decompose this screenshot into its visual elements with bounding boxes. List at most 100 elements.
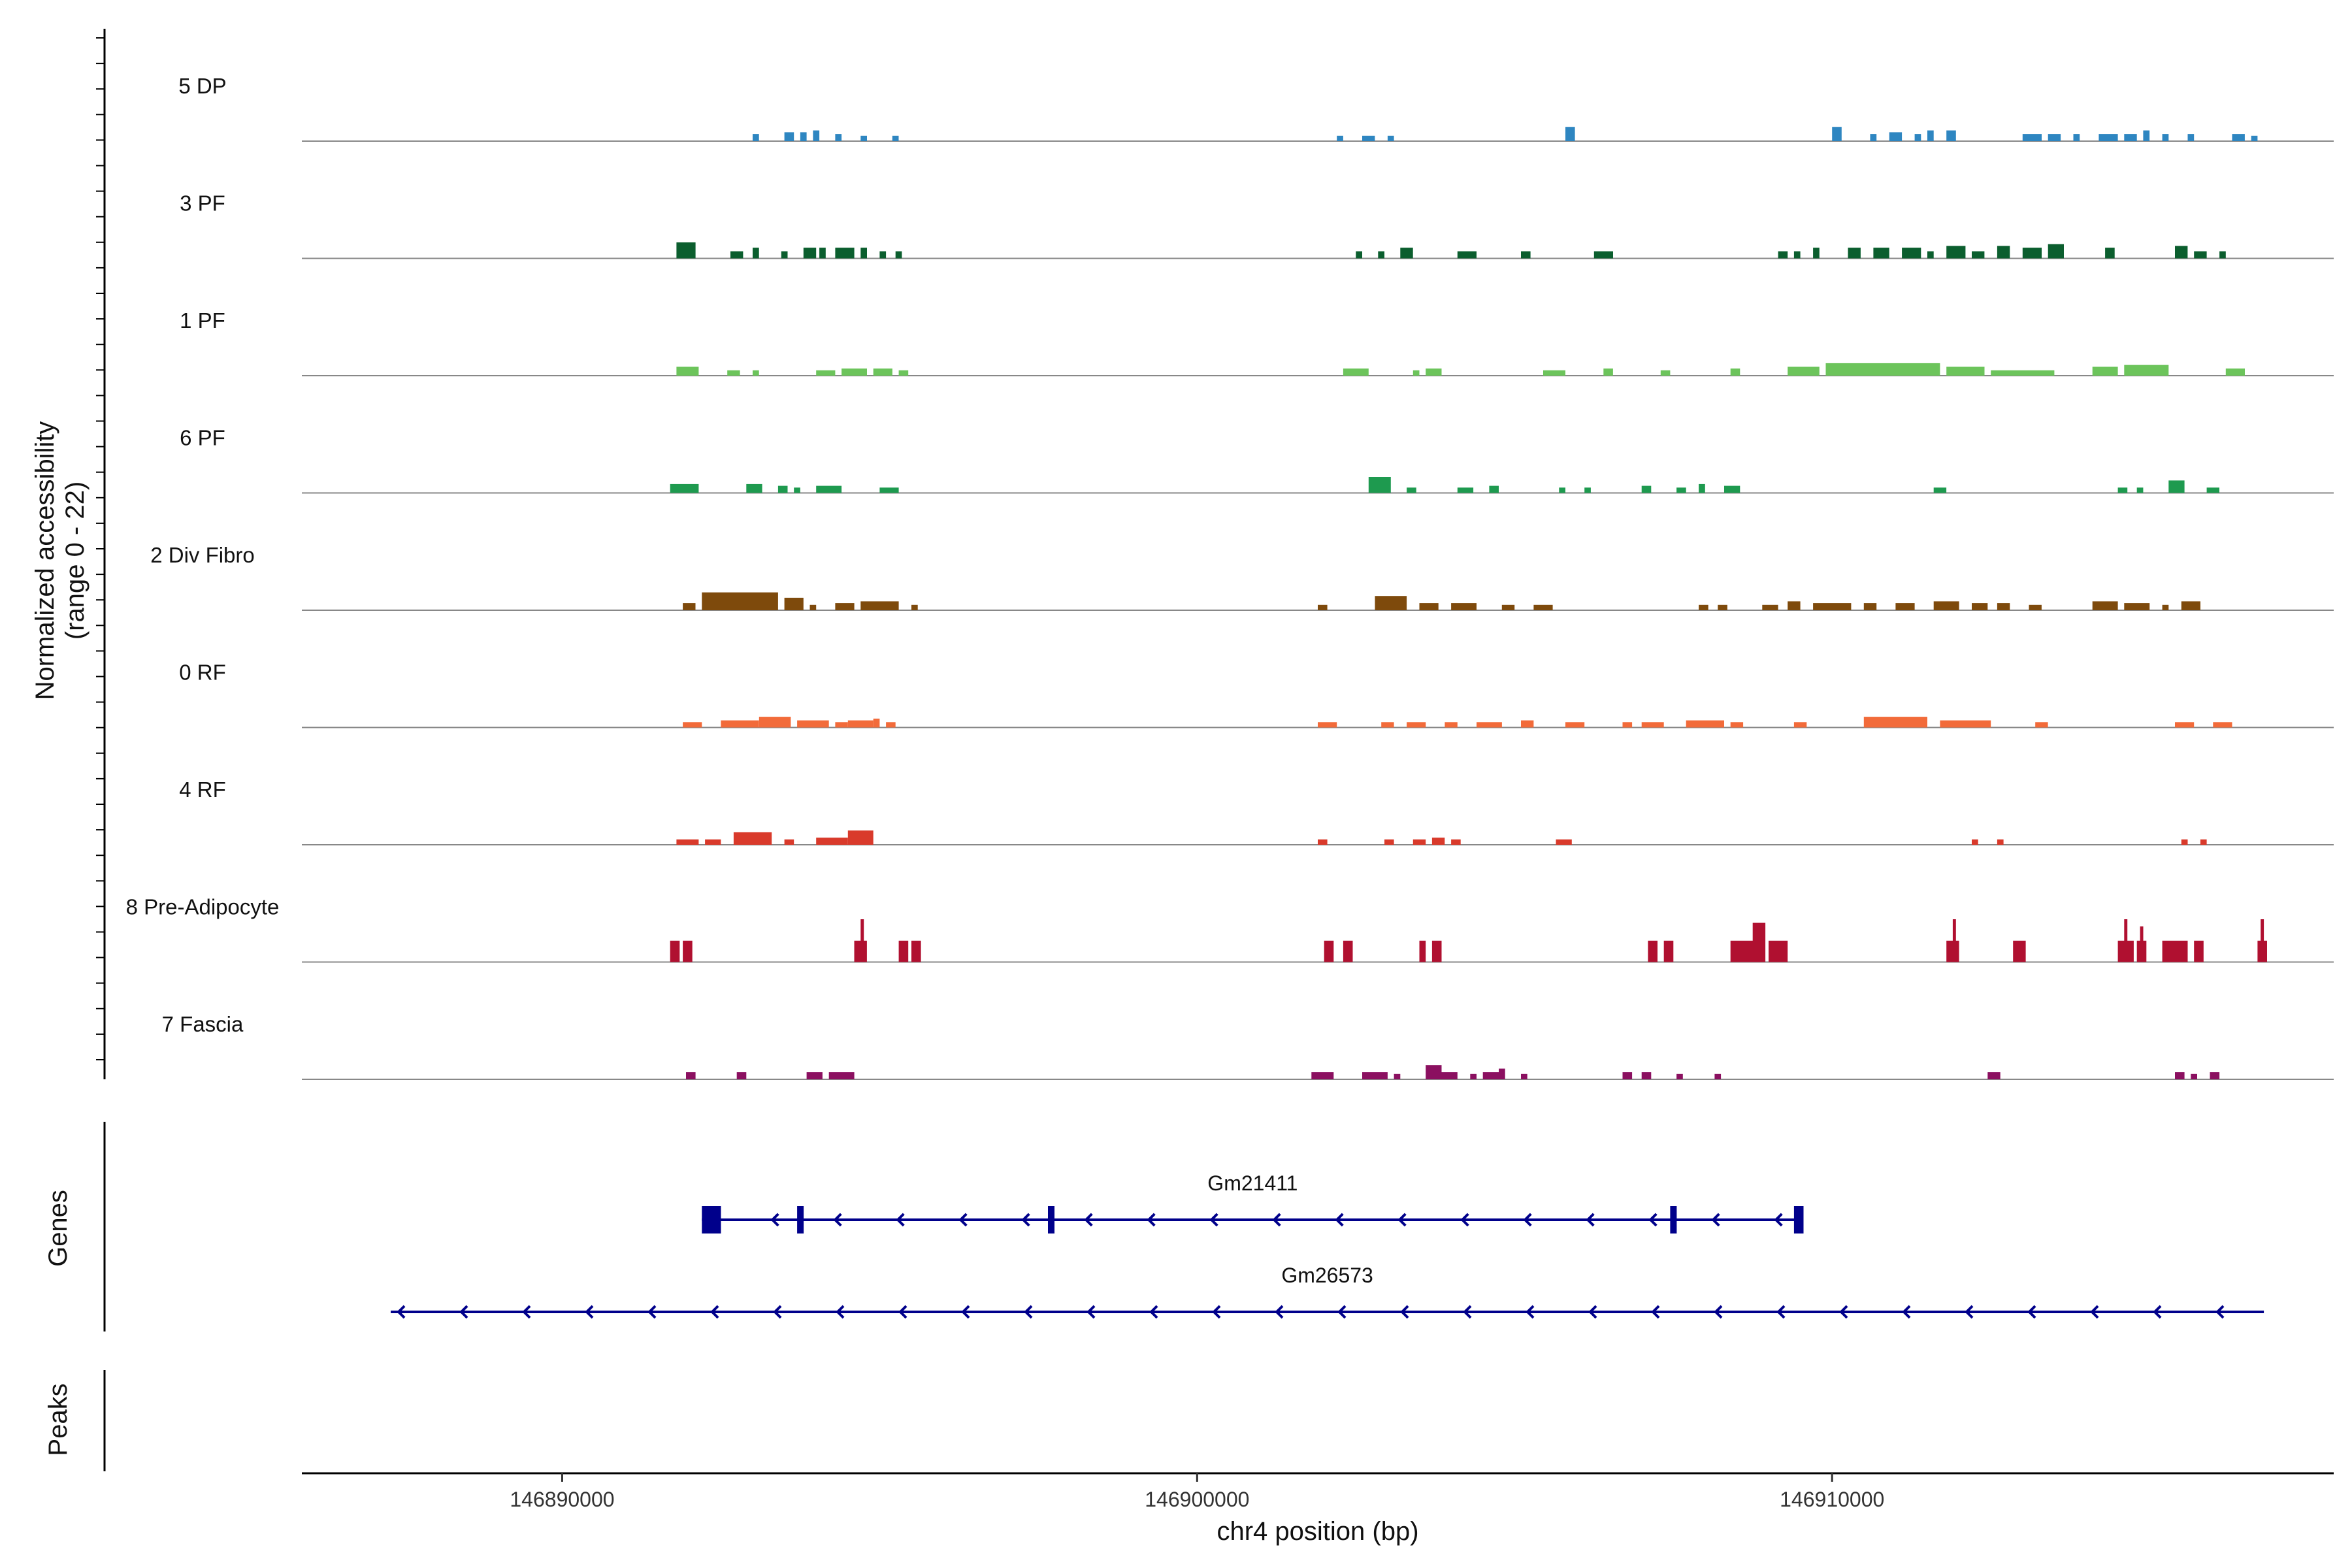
strand-arrow: [1147, 1213, 1156, 1227]
coverage-bar: [2162, 134, 2169, 141]
coverage-bar: [892, 135, 899, 141]
coverage-bar: [1848, 248, 1861, 259]
coverage-y-ticks: [96, 37, 105, 1060]
y-axis-title-line1: Normalized accessibility: [31, 421, 59, 700]
coverage-bar: [733, 832, 772, 845]
coverage-bar: [1641, 485, 1652, 493]
coverage-bar: [2124, 365, 2169, 376]
coverage-bar: [1863, 717, 1927, 728]
coverage-bar: [2022, 134, 2042, 141]
coverage-bar: [816, 838, 848, 845]
coverage-bar: [1825, 363, 1940, 376]
coverage-bar: [828, 1072, 855, 1079]
track-label-0-rf: 0 RF: [179, 661, 226, 685]
strand-arrow: [1774, 1213, 1783, 1227]
coverage-bar: [797, 720, 829, 728]
coverage-bar: [2175, 246, 2188, 259]
track-2-div-fibro: 2 Div Fibro: [150, 543, 2334, 611]
coverage-bar: [2261, 919, 2264, 962]
coverage-bar: [860, 248, 867, 259]
gene-exon: [1048, 1206, 1054, 1233]
coverage-bar: [2210, 1072, 2220, 1079]
coverage-bar: [1813, 603, 1852, 610]
strand-arrow: [833, 1213, 842, 1227]
coverage-bar: [1752, 923, 1766, 962]
coverage-bar: [2092, 601, 2118, 610]
coverage-bar: [1381, 722, 1394, 728]
coverage-bar: [806, 1072, 823, 1079]
coverage-bar: [1356, 251, 1362, 259]
coverage-bar: [2213, 722, 2232, 728]
strand-arrow: [1400, 1305, 1409, 1319]
strand-arrow: [2090, 1305, 2099, 1319]
coverage-bar: [1660, 370, 1671, 376]
coverage-bar: [784, 597, 804, 610]
strand-arrow: [522, 1305, 531, 1319]
track-5-dp: 5 DP: [178, 74, 2334, 142]
coverage-bar: [1324, 940, 1334, 962]
coverage-bar: [1521, 720, 1534, 728]
coverage-bar: [1565, 722, 1585, 728]
track-label-6-pf: 6 PF: [180, 426, 225, 450]
x-tick-label: 146890000: [510, 1488, 614, 1511]
coverage-bar: [2225, 368, 2245, 376]
coverage-bar: [1387, 135, 1394, 141]
coverage-bar: [746, 483, 762, 493]
coverage-bar: [2200, 839, 2207, 845]
strand-arrow: [836, 1305, 845, 1319]
coverage-bar: [1499, 1068, 1505, 1079]
coverage-bar: [841, 368, 867, 376]
strand-arrow: [1335, 1213, 1344, 1227]
coverage-bar: [1318, 604, 1328, 610]
coverage-bar: [2099, 134, 2118, 141]
coverage-bar: [2105, 248, 2115, 259]
coverage-bar: [1769, 940, 1788, 962]
coverage-bar: [1378, 251, 1384, 259]
coverage-bar: [835, 248, 855, 259]
coverage-bar: [2035, 722, 2048, 728]
strand-arrow: [710, 1305, 719, 1319]
coverage-bar: [2136, 487, 2144, 493]
coverage-bar: [860, 601, 899, 610]
strand-arrow: [1272, 1213, 1281, 1227]
strand-arrow: [1086, 1305, 1096, 1319]
coverage-bar: [1559, 487, 1565, 493]
coverage-bar: [1778, 251, 1788, 259]
coverage-bar: [1641, 722, 1664, 728]
coverage-bar: [676, 367, 699, 376]
gene-exon: [797, 1206, 804, 1233]
track-label-3-pf: 3 PF: [180, 191, 225, 216]
strand-arrow: [1586, 1213, 1595, 1227]
coverage-bar: [2251, 135, 2258, 141]
coverage-bar: [2181, 601, 2200, 610]
coverage-bar: [1477, 722, 1502, 728]
coverage-bar: [803, 248, 817, 259]
coverage-bar: [1952, 919, 1956, 962]
coverage-bar: [879, 251, 887, 259]
strand-arrow: [1149, 1305, 1158, 1319]
strand-arrow: [1397, 1213, 1407, 1227]
track-7-fascia: 7 Fascia: [162, 1012, 2334, 1080]
coverage-bar: [873, 368, 892, 376]
track-4-rf: 4 RF: [179, 777, 2334, 845]
coverage-bar: [705, 839, 721, 845]
strand-arrow: [961, 1305, 970, 1319]
coverage-bar: [1724, 485, 1740, 493]
coverage-bar: [784, 132, 794, 141]
y-axis-title-line2: (range 0 - 22): [61, 482, 90, 640]
coverage-bar: [2029, 604, 2042, 610]
strand-arrow: [1209, 1213, 1218, 1227]
coverage-bar: [2162, 604, 2169, 610]
coverage-bar: [2168, 480, 2185, 493]
coverage-bar: [2181, 839, 2188, 845]
coverage-bar: [1927, 251, 1934, 259]
coverage-bar: [1533, 604, 1553, 610]
track-3-pf: 3 PF: [180, 191, 2334, 259]
coverage-bar: [847, 720, 874, 728]
coverage-bar: [1362, 1072, 1388, 1079]
strand-arrow: [770, 1213, 779, 1227]
coverage-bar: [670, 940, 680, 962]
coverage-bar: [2124, 919, 2128, 962]
genes-panel: Gm21411 Gm26573: [391, 1171, 2264, 1319]
x-axis-ticks: 146890000 146900000 146910000: [510, 1473, 1884, 1511]
